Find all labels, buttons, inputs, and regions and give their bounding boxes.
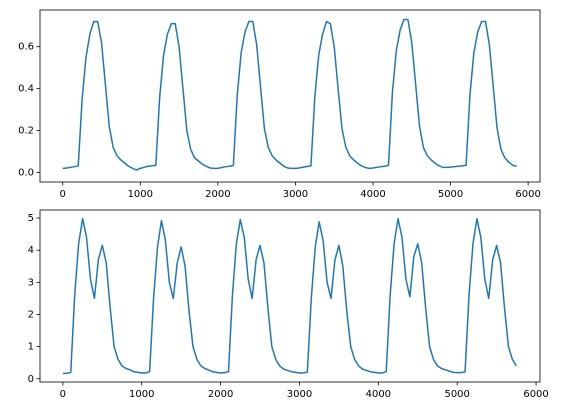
y-tick-label: 0	[28, 374, 34, 385]
y-tick-label: 5	[28, 213, 34, 224]
y-tick-label: 2	[28, 309, 34, 320]
y-tick-label: 4	[28, 245, 34, 256]
x-tick-label: 6000	[523, 389, 548, 400]
x-tick-label: 4000	[366, 389, 391, 400]
x-tick-label: 4000	[360, 189, 385, 200]
x-tick-label: 5000	[444, 389, 469, 400]
y-tick-label: 0.2	[18, 126, 34, 137]
y-tick-label: 3	[28, 277, 34, 288]
x-tick-label: 1000	[128, 189, 153, 200]
y-tick-label: 0.0	[18, 168, 34, 179]
data-line	[62, 18, 517, 171]
x-tick-label: 3000	[283, 189, 308, 200]
axes-frame	[39, 9, 541, 183]
x-tick-label: 0	[60, 189, 66, 200]
y-tick-label: 0.4	[18, 84, 34, 95]
x-tick-label: 2000	[205, 189, 230, 200]
data-line	[62, 217, 517, 375]
x-tick-label: 3000	[287, 389, 312, 400]
x-tick-label: 2000	[208, 389, 233, 400]
x-tick-label: 1000	[129, 389, 154, 400]
axes-frame	[39, 209, 541, 383]
x-tick-label: 5000	[438, 189, 463, 200]
x-tick-label: 0	[60, 389, 66, 400]
y-tick-label: 1	[28, 342, 34, 353]
x-tick-label: 6000	[515, 189, 540, 200]
y-tick-label: 0.6	[18, 42, 34, 53]
